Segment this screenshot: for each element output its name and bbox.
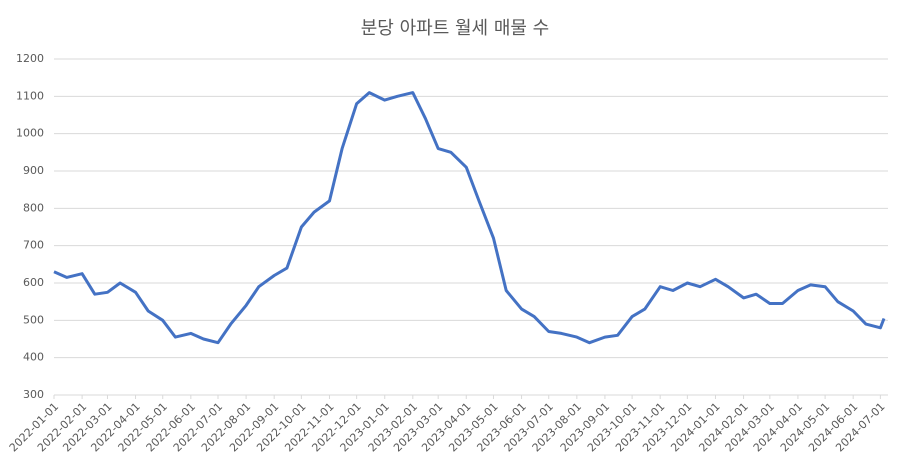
y-tick-label: 700 bbox=[23, 239, 44, 252]
series-line bbox=[53, 91, 886, 345]
y-tick-label: 300 bbox=[23, 388, 44, 401]
y-tick-label: 1100 bbox=[16, 89, 44, 102]
chart-title: 분당 아파트 월세 매물 수 bbox=[361, 18, 550, 39]
y-tick-label: 1000 bbox=[16, 127, 44, 140]
y-tick-label: 900 bbox=[23, 164, 44, 177]
y-tick-label: 1200 bbox=[16, 52, 44, 65]
y-tick-label: 800 bbox=[23, 201, 44, 214]
y-tick-label: 600 bbox=[23, 276, 44, 289]
y-tick-label: 500 bbox=[23, 313, 44, 326]
y-tick-label: 400 bbox=[23, 351, 44, 364]
